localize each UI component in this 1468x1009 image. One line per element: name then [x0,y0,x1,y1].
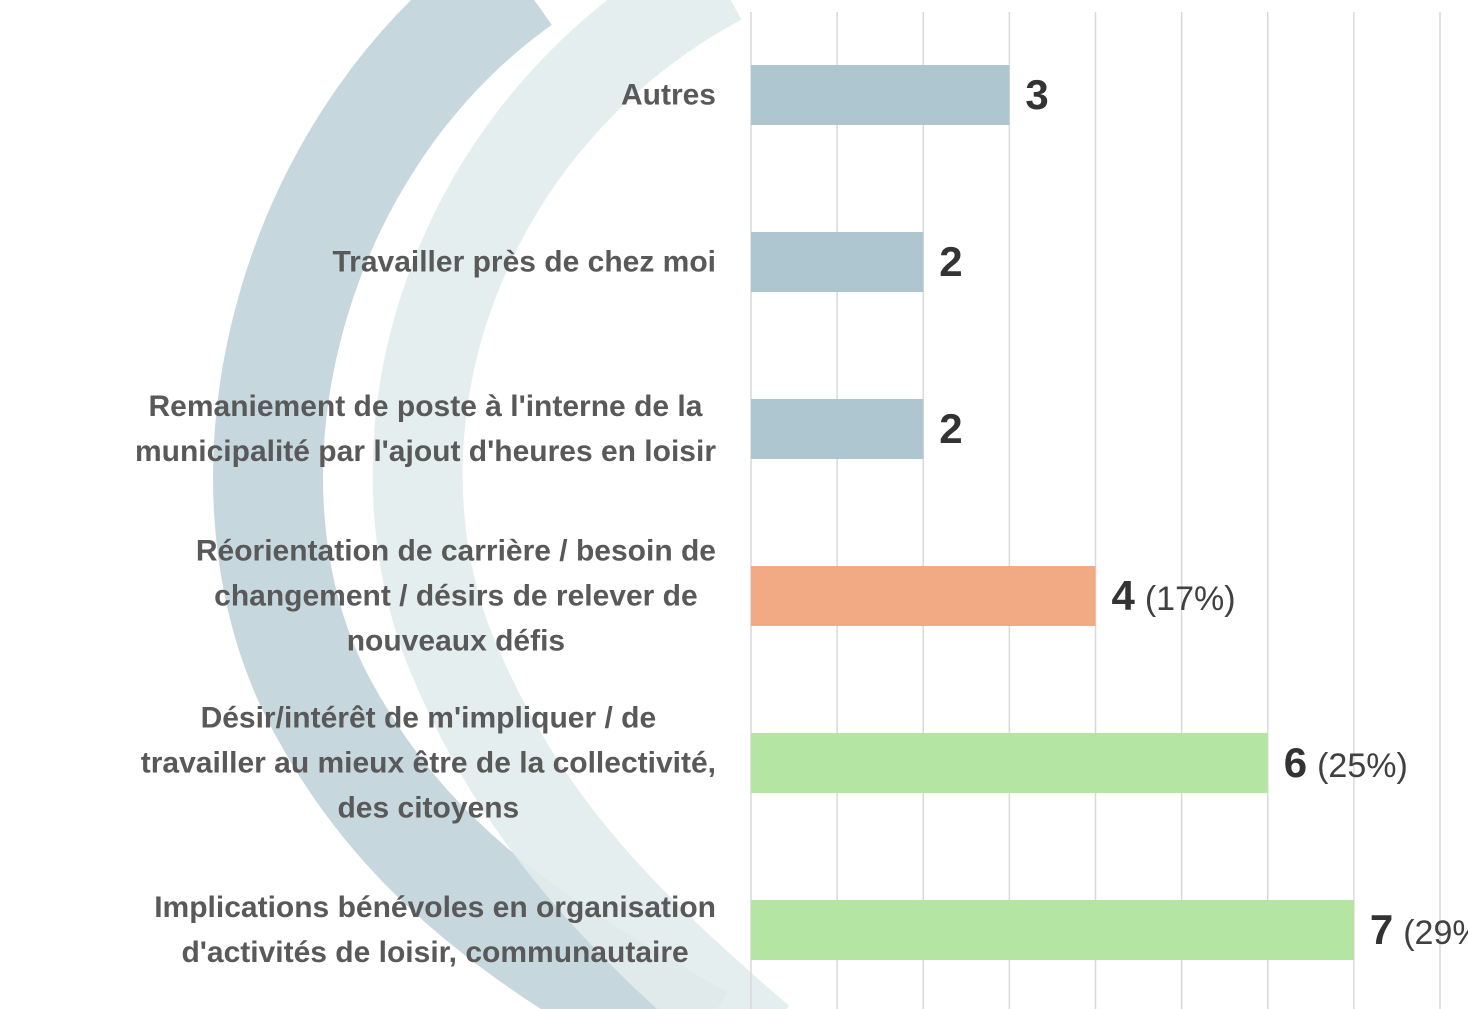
share-label: (25%) [1317,747,1408,785]
share-label: (17%) [1145,580,1236,618]
category-label: Implications bénévoles en organisation d… [154,891,716,969]
bar [751,232,924,292]
value-label: 4 [1112,572,1136,619]
share-label: (29%) [1403,914,1468,952]
value-label: 6 [1284,739,1307,786]
category-label: Autres [620,78,716,112]
value-label: 7 [1370,906,1393,953]
bar [751,566,1096,626]
bar [751,733,1268,793]
value-label: 2 [939,405,962,452]
category-label: Réorientation de carrière / besoin de ch… [195,534,716,658]
background-arc [213,0,790,1009]
bar [751,900,1354,960]
category-label: Désir/intérêt de m'impliquer / de travai… [140,701,716,825]
value-label: 3 [1025,71,1048,118]
value-label: 2 [939,238,962,285]
category-label: Travailler près de chez moi [332,245,716,279]
bar [751,65,1010,125]
bar [751,399,924,459]
category-label: Remaniement de poste à l'interne de la m… [134,390,716,468]
